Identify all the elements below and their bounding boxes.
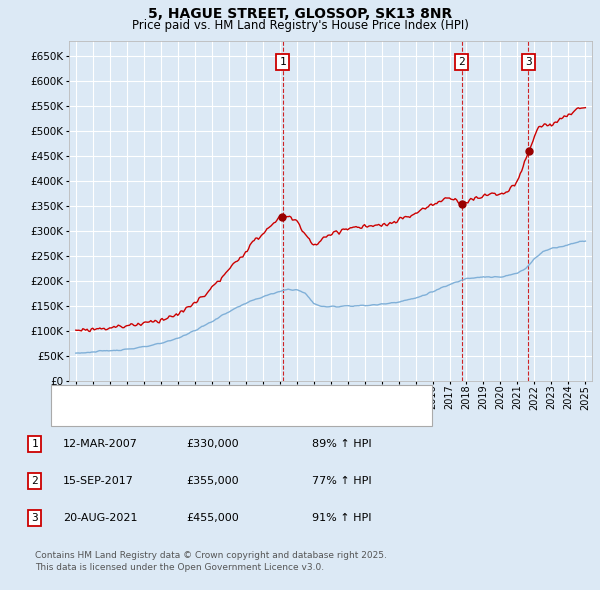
Text: 91% ↑ HPI: 91% ↑ HPI [312, 513, 371, 523]
Text: 77% ↑ HPI: 77% ↑ HPI [312, 476, 371, 486]
Text: Price paid vs. HM Land Registry's House Price Index (HPI): Price paid vs. HM Land Registry's House … [131, 19, 469, 32]
Text: Contains HM Land Registry data © Crown copyright and database right 2025.: Contains HM Land Registry data © Crown c… [35, 551, 386, 560]
Text: £455,000: £455,000 [186, 513, 239, 523]
Text: 5, HAGUE STREET, GLOSSOP, SK13 8NR (semi-detached house): 5, HAGUE STREET, GLOSSOP, SK13 8NR (semi… [90, 393, 421, 402]
Text: 5, HAGUE STREET, GLOSSOP, SK13 8NR: 5, HAGUE STREET, GLOSSOP, SK13 8NR [148, 7, 452, 21]
Text: 89% ↑ HPI: 89% ↑ HPI [312, 439, 371, 448]
Text: 1: 1 [31, 439, 38, 448]
Text: 2: 2 [458, 57, 465, 67]
Text: 15-SEP-2017: 15-SEP-2017 [63, 476, 134, 486]
Text: 20-AUG-2021: 20-AUG-2021 [63, 513, 137, 523]
Text: 12-MAR-2007: 12-MAR-2007 [63, 439, 138, 448]
Text: 3: 3 [525, 57, 532, 67]
Text: HPI: Average price, semi-detached house, High Peak: HPI: Average price, semi-detached house,… [90, 408, 364, 418]
Text: ———: ——— [58, 393, 92, 402]
Text: 1: 1 [280, 57, 286, 67]
Text: £330,000: £330,000 [186, 439, 239, 448]
Text: This data is licensed under the Open Government Licence v3.0.: This data is licensed under the Open Gov… [35, 563, 324, 572]
Text: £355,000: £355,000 [186, 476, 239, 486]
Text: ———: ——— [58, 408, 92, 418]
Text: 2: 2 [31, 476, 38, 486]
Text: 3: 3 [31, 513, 38, 523]
